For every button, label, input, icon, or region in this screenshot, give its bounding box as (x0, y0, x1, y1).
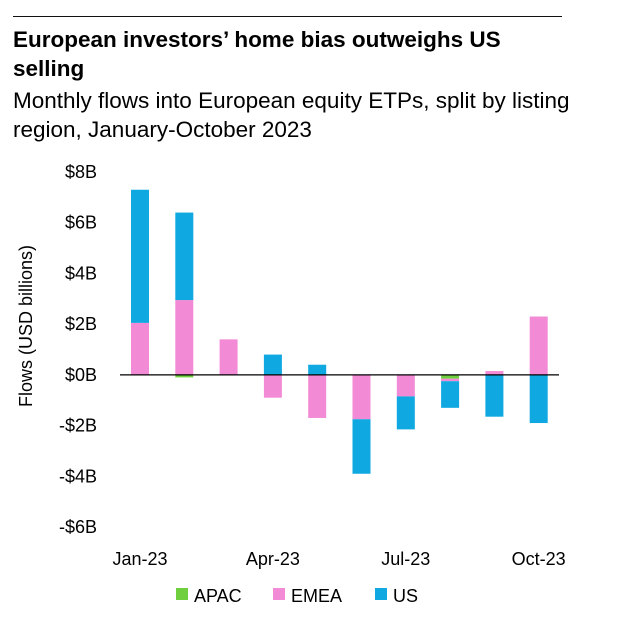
bar-us-may-23 (308, 364, 327, 375)
bar-apac-feb-23 (175, 374, 194, 378)
bar-emea-feb-23 (175, 300, 194, 375)
bar-emea-aug-23 (441, 378, 460, 382)
bar-us-jun-23 (352, 419, 371, 474)
title-rule (13, 16, 562, 17)
y-tick-label: $0B (65, 365, 97, 385)
y-tick-label: $2B (65, 314, 97, 334)
y-tick-label: -$2B (59, 416, 97, 436)
bar-emea-jun-23 (352, 374, 371, 420)
x-tick-label: Apr-23 (246, 549, 300, 569)
bar-emea-jan-23 (131, 322, 149, 375)
legend: APAC EMEA US (176, 586, 418, 606)
bar-emea-jul-23 (396, 374, 415, 397)
y-tick-label: -$6B (59, 517, 97, 537)
bar-emea-oct-23 (529, 316, 548, 375)
x-tick-label: Jul-23 (381, 549, 430, 569)
bar-us-feb-23 (175, 212, 194, 301)
bar-us-oct-23 (529, 374, 548, 424)
bar-apac-aug-23 (441, 374, 460, 379)
bar-emea-mar-23 (219, 339, 238, 375)
y-axis-label: Flows (USD billions) (16, 245, 36, 407)
x-tick-label: Oct-23 (512, 549, 566, 569)
legend-swatch-us (375, 588, 387, 600)
legend-label-emea: EMEA (291, 586, 342, 606)
legend-swatch-apac (176, 588, 188, 600)
bar-emea-sep-23 (485, 371, 504, 375)
bar-emea-may-23 (308, 374, 327, 418)
bar-us-aug-23 (441, 381, 460, 408)
legend-label-apac: APAC (194, 586, 242, 606)
chart-title: European investors’ home bias outweighs … (13, 27, 501, 81)
legend-swatch-emea (273, 588, 285, 600)
bar-us-jan-23 (131, 189, 149, 323)
legend-label-us: US (393, 586, 418, 606)
bar-us-sep-23 (485, 374, 504, 417)
bar-us-apr-23 (263, 354, 282, 375)
y-tick-label: $8B (65, 162, 97, 182)
y-tick-label: $4B (65, 263, 97, 283)
bar-emea-apr-23 (263, 374, 282, 398)
x-tick-label: Jan-23 (112, 549, 167, 569)
chart-subtitle: Monthly flows into European equity ETPs,… (13, 88, 570, 142)
y-tick-label: -$4B (59, 466, 97, 486)
bar-us-jul-23 (396, 396, 415, 430)
y-tick-label: $6B (65, 213, 97, 233)
